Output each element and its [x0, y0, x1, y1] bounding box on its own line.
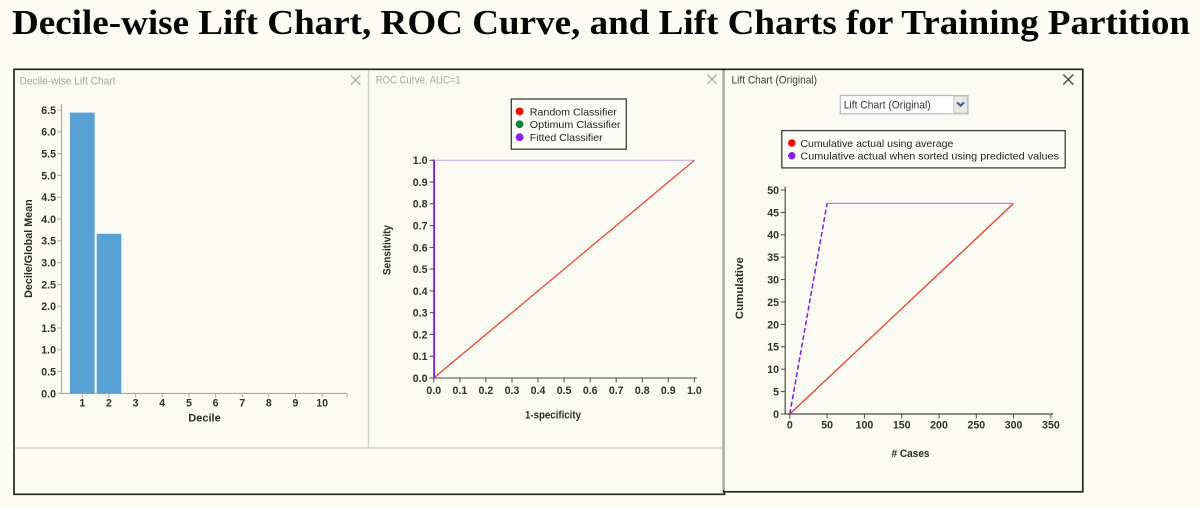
svg-text:50: 50: [821, 420, 833, 432]
svg-text:0.4: 0.4: [413, 286, 428, 298]
svg-text:0.0: 0.0: [41, 388, 56, 400]
svg-text:Decile-wise Lift Chart: Decile-wise Lift Chart: [20, 76, 116, 88]
svg-text:Sensitivity: Sensitivity: [382, 224, 394, 275]
svg-text:200: 200: [930, 420, 948, 432]
svg-text:Optimum Classifier: Optimum Classifier: [530, 119, 621, 131]
svg-text:0.6: 0.6: [413, 242, 428, 254]
svg-text:Lift Chart (Original): Lift Chart (Original): [844, 100, 931, 112]
svg-text:2.5: 2.5: [41, 279, 56, 291]
svg-text:4: 4: [159, 397, 165, 409]
svg-text:0.2: 0.2: [479, 385, 494, 397]
svg-text:Cumulative: Cumulative: [734, 257, 746, 319]
svg-text:45: 45: [767, 207, 779, 219]
svg-text:6.5: 6.5: [41, 105, 56, 117]
svg-text:0.1: 0.1: [453, 385, 468, 397]
svg-text:10: 10: [316, 397, 328, 409]
svg-text:7: 7: [239, 397, 245, 409]
svg-text:Cumulative actual when sorted: Cumulative actual when sorted using pred…: [800, 151, 1059, 163]
svg-text:0.7: 0.7: [413, 221, 428, 233]
svg-text:350: 350: [1042, 420, 1060, 432]
svg-text:300: 300: [1005, 420, 1023, 432]
svg-text:0.4: 0.4: [531, 385, 546, 397]
svg-text:0.3: 0.3: [413, 308, 428, 320]
svg-text:2: 2: [106, 397, 112, 409]
svg-text:Decile-wise Lift Chart, ROC Cu: Decile-wise Lift Chart, ROC Curve, and L…: [12, 3, 1190, 42]
svg-text:0.3: 0.3: [505, 385, 520, 397]
svg-text:5.5: 5.5: [41, 149, 56, 161]
svg-text:Lift Chart (Original): Lift Chart (Original): [732, 75, 818, 87]
svg-text:50: 50: [767, 185, 779, 197]
svg-text:250: 250: [967, 420, 985, 432]
svg-text:1-specificity: 1-specificity: [525, 410, 582, 422]
svg-text:0.6: 0.6: [583, 385, 598, 397]
svg-text:6.0: 6.0: [41, 127, 56, 139]
svg-text:0.2: 0.2: [413, 329, 428, 341]
svg-text:2.0: 2.0: [41, 301, 56, 313]
svg-text:1.0: 1.0: [687, 385, 702, 397]
svg-text:3: 3: [133, 397, 139, 409]
svg-text:Decile/Global Mean: Decile/Global Mean: [23, 199, 35, 298]
svg-text:0.5: 0.5: [41, 367, 56, 379]
svg-text:3.0: 3.0: [41, 258, 56, 270]
svg-text:3.5: 3.5: [41, 236, 56, 248]
svg-text:1.0: 1.0: [41, 345, 56, 357]
svg-text:100: 100: [856, 420, 874, 432]
svg-text:0.1: 0.1: [413, 351, 428, 363]
svg-text:0: 0: [773, 409, 779, 421]
svg-text:150: 150: [893, 420, 911, 432]
svg-text:5: 5: [186, 397, 192, 409]
svg-text:0.9: 0.9: [661, 385, 676, 397]
svg-text:# Cases: # Cases: [892, 448, 930, 460]
svg-text:20: 20: [767, 319, 779, 331]
svg-text:5: 5: [773, 387, 779, 399]
svg-text:0.5: 0.5: [557, 385, 572, 397]
svg-text:0.5: 0.5: [413, 264, 428, 276]
svg-text:5.0: 5.0: [41, 170, 56, 182]
svg-text:1: 1: [79, 397, 85, 409]
svg-text:Cumulative actual using averag: Cumulative actual using average: [800, 138, 953, 150]
svg-text:Random Classifier: Random Classifier: [530, 106, 618, 118]
svg-text:0.0: 0.0: [426, 385, 441, 397]
svg-text:ROC Curve, AUC=1: ROC Curve, AUC=1: [376, 75, 461, 87]
svg-text:10: 10: [767, 364, 779, 376]
svg-text:0.0: 0.0: [413, 373, 428, 385]
svg-text:35: 35: [767, 252, 779, 264]
svg-text:25: 25: [767, 297, 779, 309]
svg-text:Fitted Classifier: Fitted Classifier: [530, 132, 603, 144]
svg-text:0.8: 0.8: [635, 385, 650, 397]
svg-text:9: 9: [293, 397, 299, 409]
svg-text:0.8: 0.8: [413, 199, 428, 211]
svg-text:30: 30: [767, 275, 779, 287]
svg-text:8: 8: [266, 397, 272, 409]
svg-text:0: 0: [787, 420, 793, 432]
svg-text:Decile: Decile: [188, 412, 220, 424]
svg-text:4.5: 4.5: [41, 192, 56, 204]
svg-text:1.0: 1.0: [413, 155, 428, 167]
svg-text:40: 40: [767, 230, 779, 242]
svg-text:0.9: 0.9: [413, 177, 428, 189]
svg-text:1.5: 1.5: [41, 323, 56, 335]
svg-text:6: 6: [213, 397, 219, 409]
svg-text:4.0: 4.0: [41, 214, 56, 226]
svg-text:0.7: 0.7: [609, 385, 624, 397]
svg-text:15: 15: [767, 342, 779, 354]
